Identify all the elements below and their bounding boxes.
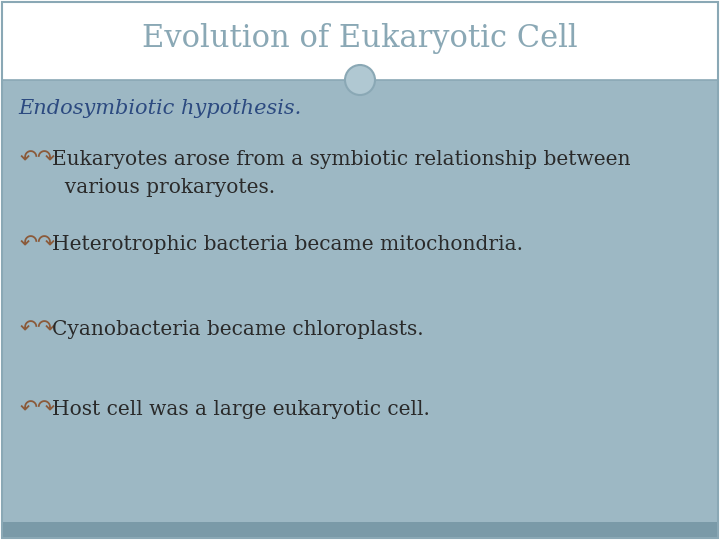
Text: Cyanobacteria became chloroplasts.: Cyanobacteria became chloroplasts. — [52, 320, 423, 339]
Text: Heterotrophic bacteria became mitochondria.: Heterotrophic bacteria became mitochondr… — [52, 235, 523, 254]
Text: Endosymbiotic hypothesis.: Endosymbiotic hypothesis. — [18, 98, 301, 118]
Text: ↶↷: ↶↷ — [20, 150, 56, 170]
Text: Eukaryotes arose from a symbiotic relationship between
  various prokaryotes.: Eukaryotes arose from a symbiotic relati… — [52, 150, 631, 197]
Bar — [2, 80, 718, 522]
Text: ↶↷: ↶↷ — [20, 400, 56, 420]
Circle shape — [345, 65, 375, 95]
Bar — [2, 2, 718, 80]
Text: ↶↷: ↶↷ — [20, 235, 56, 255]
Text: Evolution of Eukaryotic Cell: Evolution of Eukaryotic Cell — [142, 23, 578, 53]
Text: ↶↷: ↶↷ — [20, 320, 56, 340]
Text: Host cell was a large eukaryotic cell.: Host cell was a large eukaryotic cell. — [52, 400, 430, 419]
Bar — [2, 522, 718, 538]
